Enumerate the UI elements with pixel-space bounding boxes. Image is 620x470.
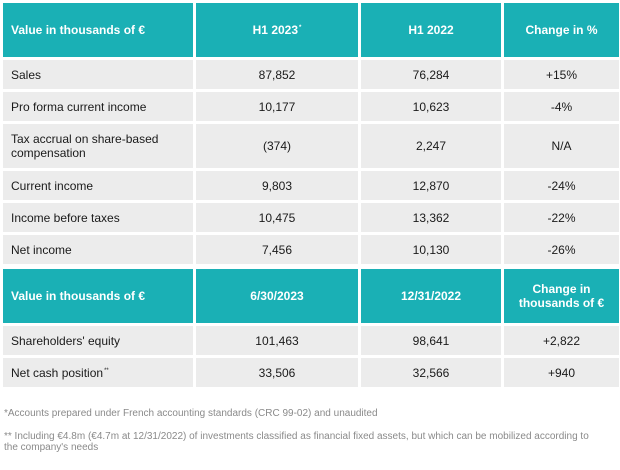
header-label-col: Value in thousands of € (3, 3, 193, 57)
cell-change: -24% (504, 171, 619, 200)
cell-h1-2023: 87,852 (196, 60, 358, 89)
row-label: Tax accrual on share-based compensation (3, 124, 193, 168)
cell-h1-2022: 10,623 (361, 92, 501, 121)
cell-value-2022: 32,566 (361, 358, 501, 387)
header-change-abs: Change in thousands of € (504, 269, 619, 323)
cell-h1-2023: 10,177 (196, 92, 358, 121)
header-date-2022: 12/31/2022 (361, 269, 501, 323)
row-label: Income before taxes (3, 203, 193, 232)
cell-change: -4% (504, 92, 619, 121)
header-h1-2023: H1 2023* (196, 3, 358, 57)
cell-change: -22% (504, 203, 619, 232)
header-date-2023: 6/30/2023 (196, 269, 358, 323)
header-footnote-mark: * (299, 25, 302, 31)
table-header-row: Value in thousands of € H1 2023* H1 2022… (3, 3, 619, 57)
cell-h1-2022: 10,130 (361, 235, 501, 264)
cell-change: -26% (504, 235, 619, 264)
table-row: Net income 7,456 10,130 -26% (3, 235, 619, 264)
header-h1-2022: H1 2022 (361, 3, 501, 57)
cell-h1-2023: (374) (196, 124, 358, 168)
cell-change: +940 (504, 358, 619, 387)
cell-h1-2022: 12,870 (361, 171, 501, 200)
row-label: Net income (3, 235, 193, 264)
table-row: Shareholders' equity 101,463 98,641 +2,8… (3, 326, 619, 355)
row-label: Current income (3, 171, 193, 200)
table-row: Income before taxes 10,475 13,362 -22% (3, 203, 619, 232)
balance-sheet-table: Value in thousands of € 6/30/2023 12/31/… (0, 266, 620, 390)
cell-value-2023: 33,506 (196, 358, 358, 387)
table-row: Pro forma current income 10,177 10,623 -… (3, 92, 619, 121)
footnote-accounts: *Accounts prepared under French accounti… (4, 408, 378, 419)
table-row: Net cash position** 33,506 32,566 +940 (3, 358, 619, 387)
cell-change: +2,822 (504, 326, 619, 355)
row-footnote-mark: ** (104, 367, 109, 374)
cell-change: +15% (504, 60, 619, 89)
cell-h1-2022: 2,247 (361, 124, 501, 168)
table-row: Sales 87,852 76,284 +15% (3, 60, 619, 89)
cell-h1-2023: 9,803 (196, 171, 358, 200)
cell-h1-2023: 7,456 (196, 235, 358, 264)
row-label-text: Net cash position (11, 365, 104, 380)
cell-change: N/A (504, 124, 619, 168)
cell-h1-2022: 13,362 (361, 203, 501, 232)
footnote-cash: ** Including €4.8m (€4.7m at 12/31/2022)… (4, 431, 589, 453)
row-label: Shareholders' equity (3, 326, 193, 355)
header-change-pct: Change in % (504, 3, 619, 57)
table-header-row: Value in thousands of € 6/30/2023 12/31/… (3, 269, 619, 323)
row-label: Net cash position** (3, 358, 193, 387)
header-label-col: Value in thousands of € (3, 269, 193, 323)
cell-value-2023: 101,463 (196, 326, 358, 355)
row-label: Sales (3, 60, 193, 89)
income-statement-table: Value in thousands of € H1 2023* H1 2022… (3, 3, 619, 264)
table-row: Current income 9,803 12,870 -24% (3, 171, 619, 200)
header-h1-2023-text: H1 2023 (252, 23, 299, 37)
cell-h1-2023: 10,475 (196, 203, 358, 232)
row-label: Pro forma current income (3, 92, 193, 121)
cell-h1-2022: 76,284 (361, 60, 501, 89)
row-label-text: Shareholders' equity (11, 333, 121, 348)
table-row: Tax accrual on share-based compensation … (3, 124, 619, 168)
cell-value-2022: 98,641 (361, 326, 501, 355)
